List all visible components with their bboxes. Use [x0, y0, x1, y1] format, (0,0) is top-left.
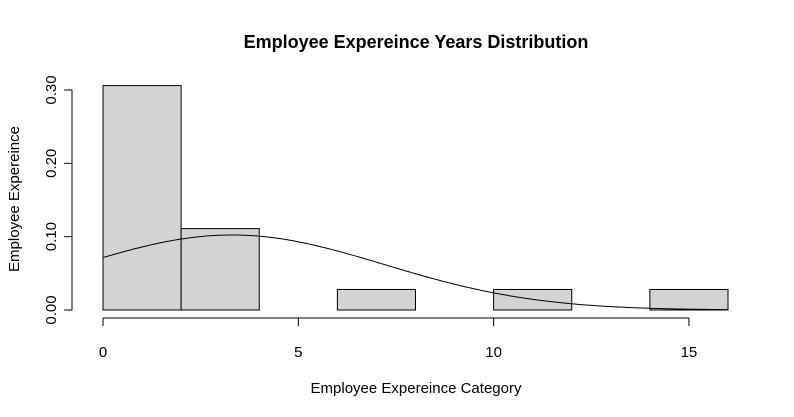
- x-axis: 0 5 10 15: [99, 317, 698, 361]
- y-tick-label: 0.20: [43, 149, 60, 178]
- y-axis-label: Employee Expereince: [6, 126, 23, 272]
- x-tick-label: 10: [485, 344, 502, 361]
- x-axis-label: Employee Expereince Category: [311, 380, 522, 397]
- histogram-bar-3: [336, 288, 416, 311]
- histogram-bar-0: [102, 85, 182, 311]
- x-tick-label: 15: [681, 344, 698, 361]
- density-curve-line: [102, 234, 729, 311]
- histogram-bar-1: [180, 228, 260, 311]
- y-tick-label: 0.30: [43, 75, 60, 104]
- x-tick-label: 5: [294, 344, 302, 361]
- chart-title: Employee Expereince Years Distribution: [244, 32, 589, 52]
- density-curve-group: [102, 234, 729, 311]
- y-tick-label: 0.10: [43, 222, 60, 251]
- y-axis: 0.00 0.10 0.20 0.30: [43, 75, 73, 325]
- y-tick-label: 0.00: [43, 295, 60, 324]
- x-tick-label: 0: [99, 344, 107, 361]
- bars-group: [102, 85, 729, 311]
- histogram-bar-7: [649, 288, 729, 311]
